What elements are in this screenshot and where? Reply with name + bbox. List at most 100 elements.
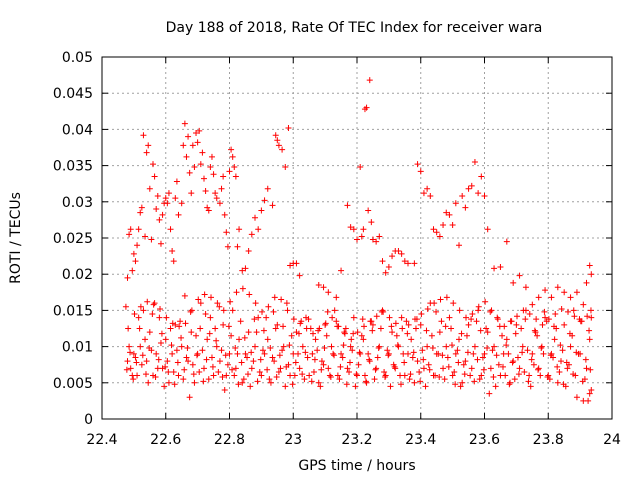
data-point: [369, 321, 376, 328]
data-point: [353, 371, 360, 378]
data-point: [382, 269, 389, 276]
data-point: [586, 262, 593, 269]
data-point: [462, 358, 469, 365]
data-point: [248, 349, 255, 356]
data-point: [342, 325, 349, 332]
data-point: [565, 308, 572, 315]
data-point: [387, 383, 394, 390]
data-point: [344, 202, 351, 209]
data-point: [354, 329, 361, 336]
data-point: [303, 314, 309, 321]
data-point: [376, 343, 383, 350]
data-point: [357, 350, 364, 357]
data-point: [210, 372, 217, 379]
data-point: [440, 221, 447, 228]
x-tick-label: 23.6: [469, 432, 500, 448]
data-point: [221, 387, 228, 394]
data-point: [587, 307, 594, 314]
data-point: [499, 363, 506, 370]
data-point: [411, 260, 418, 267]
data-point: [140, 132, 147, 139]
data-point: [339, 354, 346, 361]
data-point: [164, 200, 171, 207]
data-point: [220, 321, 227, 328]
data-point: [293, 260, 300, 267]
data-point: [182, 320, 189, 327]
data-point: [263, 314, 270, 321]
data-point: [157, 339, 164, 346]
data-point: [165, 190, 172, 197]
data-point: [122, 303, 129, 310]
data-point: [515, 371, 522, 378]
data-point: [483, 325, 490, 332]
data-point: [499, 332, 506, 339]
data-point: [424, 185, 431, 192]
data-point: [185, 133, 192, 140]
data-point: [359, 316, 366, 323]
data-point: [503, 342, 510, 349]
data-point: [149, 311, 156, 318]
data-point: [463, 314, 470, 321]
data-point: [231, 164, 238, 171]
data-point: [224, 243, 231, 250]
data-point: [227, 298, 234, 305]
data-point: [143, 358, 150, 365]
data-point: [183, 354, 190, 361]
data-point: [358, 332, 365, 339]
data-point: [247, 383, 254, 390]
data-point: [417, 378, 424, 385]
data-point: [349, 347, 356, 354]
data-point: [338, 267, 345, 274]
data-point: [373, 238, 380, 245]
data-point: [154, 193, 161, 200]
data-point: [225, 323, 232, 330]
data-point: [205, 207, 212, 214]
data-point: [527, 383, 534, 390]
data-point: [419, 347, 426, 354]
data-point: [188, 329, 195, 336]
data-point: [161, 383, 168, 390]
data-point: [158, 330, 165, 337]
data-point: [272, 132, 279, 139]
data-point: [448, 325, 455, 332]
data-point: [151, 300, 158, 307]
data-point: [538, 345, 545, 352]
data-point: [157, 305, 164, 312]
data-point: [398, 314, 405, 321]
data-point: [482, 298, 489, 305]
data-point: [197, 300, 204, 307]
data-point: [290, 316, 297, 323]
data-point: [444, 354, 451, 361]
data-point: [344, 365, 351, 372]
data-point: [226, 350, 233, 357]
data-point: [463, 332, 470, 339]
data-point: [135, 314, 142, 321]
data-point: [452, 350, 459, 357]
data-point: [216, 358, 223, 365]
data-point: [346, 359, 353, 366]
data-point: [362, 378, 369, 385]
data-point: [129, 267, 136, 274]
data-point: [321, 345, 328, 352]
data-point: [426, 366, 433, 373]
data-point: [414, 161, 421, 168]
data-point: [522, 316, 529, 323]
data-point: [213, 337, 220, 344]
data-point: [235, 381, 242, 388]
data-point: [265, 303, 272, 310]
data-point: [240, 376, 247, 383]
y-tick-label: 0.005: [53, 376, 93, 392]
data-point: [521, 368, 528, 375]
data-point: [437, 296, 444, 303]
data-point: [420, 356, 427, 363]
data-point: [429, 345, 436, 352]
data-point: [130, 376, 137, 383]
data-point: [431, 300, 438, 307]
data-point: [248, 365, 255, 372]
x-tick-label: 24: [603, 432, 621, 448]
data-point: [347, 224, 354, 231]
data-point: [381, 368, 388, 375]
data-point: [146, 185, 153, 192]
data-point: [564, 365, 571, 372]
data-point: [462, 204, 469, 211]
